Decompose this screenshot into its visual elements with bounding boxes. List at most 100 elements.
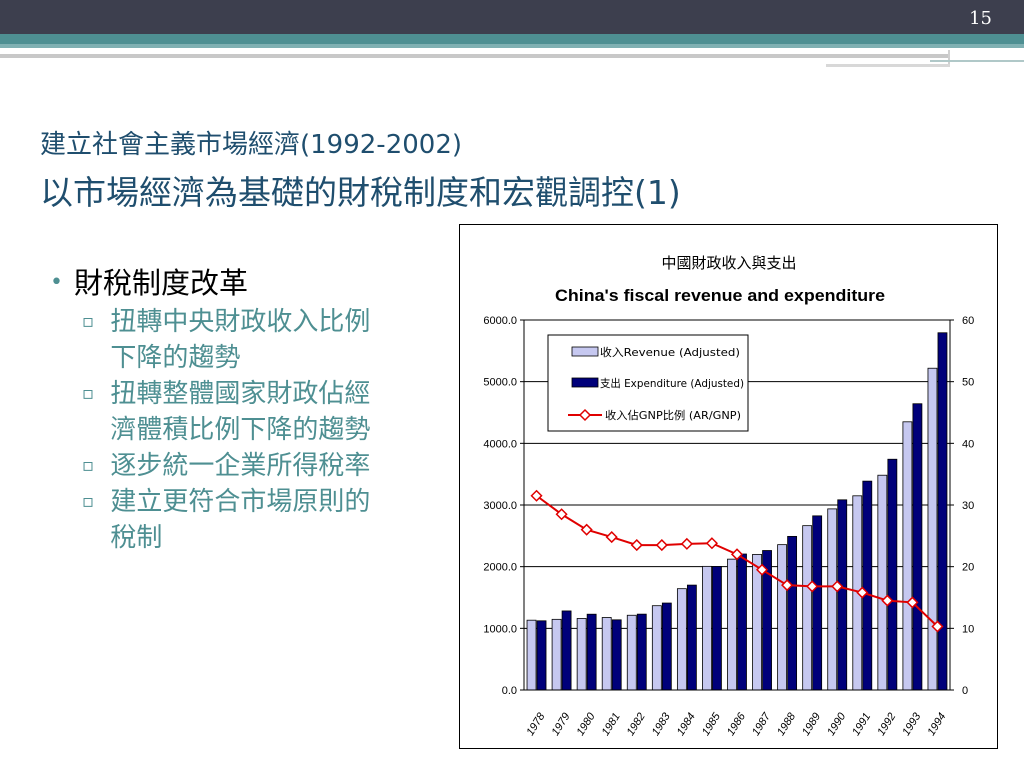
bullet-list: • 財稅制度改革 ▫ 扭轉中央財政收入比例 下降的趨勢 ▫ 扭轉整體國家財政佔經濟… bbox=[50, 262, 470, 556]
x-tick-label: 1984 bbox=[675, 711, 698, 738]
legend-label-expenditure: 支出 Expenditure (Adjusted) bbox=[600, 376, 744, 390]
x-tick-label: 1991 bbox=[850, 711, 873, 738]
sub-bullet-text: 扭轉整體國家財政佔經 濟體積比例下降的趨勢 bbox=[110, 379, 371, 445]
legend-swatch-expenditure bbox=[571, 377, 599, 388]
bar-revenue bbox=[802, 525, 813, 691]
bar-expenditure bbox=[686, 584, 697, 691]
x-tick-label: 1987 bbox=[750, 710, 774, 738]
x-tick-label: 1992 bbox=[875, 711, 898, 738]
bar-revenue bbox=[601, 617, 612, 691]
x-tick-label: 1978 bbox=[524, 710, 548, 738]
bar-expenditure bbox=[837, 499, 848, 691]
divider-line-right bbox=[930, 60, 1024, 62]
x-tick-label: 1980 bbox=[575, 710, 599, 738]
page-number: 15 bbox=[969, 8, 992, 29]
bar-expenditure bbox=[862, 480, 873, 691]
accent-bar bbox=[0, 34, 1024, 44]
point-ar-gnp bbox=[580, 523, 593, 536]
y-left-tick-label: 5000.0 bbox=[483, 377, 517, 389]
legend-swatch-revenue bbox=[571, 346, 599, 357]
point-ar-gnp bbox=[530, 489, 543, 502]
x-tick-label: 1983 bbox=[650, 710, 674, 738]
bar-revenue bbox=[576, 618, 587, 691]
point-ar-gnp bbox=[630, 539, 643, 552]
point-ar-gnp bbox=[831, 580, 844, 593]
point-ar-gnp bbox=[856, 586, 869, 599]
bar-revenue bbox=[827, 508, 838, 691]
bar-revenue bbox=[777, 544, 788, 691]
x-tick-label: 1986 bbox=[725, 710, 749, 738]
sub-bullet-text: 扭轉中央財政收入比例 下降的趨勢 bbox=[110, 307, 371, 373]
legend-label-ar-gnp: 收入佔GNP比例 (AR/GNP) bbox=[605, 408, 741, 422]
x-tick-label: 1989 bbox=[800, 711, 823, 738]
bar-expenditure bbox=[661, 602, 672, 691]
bar-revenue bbox=[702, 565, 712, 691]
bar-revenue bbox=[877, 474, 888, 691]
point-ar-gnp bbox=[931, 620, 944, 633]
slide-title-line1: 建立社會主義市場經濟(1992-2002) bbox=[40, 130, 463, 160]
x-tick-label: 1985 bbox=[700, 710, 724, 738]
sub-bullet-text: 逐步統一企業所得稅率 bbox=[110, 451, 371, 481]
square-bullet-icon: ▫ bbox=[82, 311, 95, 332]
y-right-tick-label: 30 bbox=[962, 500, 974, 512]
point-ar-gnp bbox=[680, 537, 693, 550]
y-left-tick-label: 2000.0 bbox=[483, 562, 517, 574]
legend-label-revenue: 收入Revenue (Adjusted) bbox=[600, 345, 740, 359]
square-bullet-icon: ▫ bbox=[82, 455, 95, 476]
y-left-tick-label: 4000.0 bbox=[483, 438, 517, 450]
y-right-tick-label: 50 bbox=[962, 377, 974, 389]
bullet-main-text: 財稅制度改革 bbox=[74, 266, 249, 300]
slide-title-line2: 以市場經濟為基礎的財稅制度和宏觀調控(1) bbox=[40, 173, 681, 212]
line-ar-gnp bbox=[535, 494, 939, 628]
bar-expenditure bbox=[536, 620, 547, 691]
bar-revenue bbox=[727, 558, 737, 691]
y-right-tick-label: 0 bbox=[962, 685, 968, 697]
point-ar-gnp bbox=[906, 596, 919, 609]
y-left-tick-label: 0.0 bbox=[502, 685, 517, 697]
point-ar-gnp bbox=[655, 539, 668, 552]
point-ar-gnp bbox=[806, 580, 819, 593]
divider-line bbox=[0, 54, 948, 58]
chart-title: 中國財政收入與支出 bbox=[661, 254, 796, 272]
point-ar-gnp bbox=[881, 594, 894, 607]
y-right-tick-label: 10 bbox=[962, 623, 974, 635]
square-bullet-icon: ▫ bbox=[82, 383, 95, 404]
x-tick-label: 1979 bbox=[549, 711, 572, 738]
bar-expenditure bbox=[712, 566, 722, 691]
bullet-main: • 財稅制度改革 bbox=[50, 262, 470, 304]
bar-expenditure bbox=[561, 610, 572, 691]
sub-bullet: ▫ 扭轉中央財政收入比例 下降的趨勢 bbox=[82, 304, 470, 376]
bar-expenditure bbox=[737, 553, 747, 691]
fiscal-chart: 中國財政收入與支出 China's fiscal revenue and expe… bbox=[483, 254, 974, 738]
chart-panel: 中國財政收入與支出 China's fiscal revenue and expe… bbox=[459, 224, 998, 749]
point-ar-gnp bbox=[605, 531, 618, 544]
y-right-tick-label: 20 bbox=[962, 562, 974, 574]
y-right-tick-label: 40 bbox=[962, 438, 974, 450]
bar-expenditure bbox=[887, 458, 898, 691]
x-tick-label: 1988 bbox=[775, 710, 799, 738]
chart-subtitle: China's fiscal revenue and expenditure bbox=[555, 286, 885, 305]
bar-revenue bbox=[526, 619, 537, 691]
bar-revenue bbox=[651, 605, 662, 691]
x-tick-label: 1982 bbox=[625, 711, 648, 738]
divider-tick bbox=[948, 50, 950, 66]
bar-expenditure bbox=[636, 613, 647, 691]
bar-revenue bbox=[626, 614, 637, 691]
bar-revenue bbox=[676, 588, 687, 691]
bar-expenditure bbox=[586, 613, 597, 691]
square-bullet-icon: ▫ bbox=[82, 491, 95, 512]
x-tick-label: 1990 bbox=[825, 710, 849, 738]
point-ar-gnp bbox=[755, 563, 769, 576]
y-left-tick-label: 1000.0 bbox=[483, 623, 517, 635]
sub-bullet-text: 建立更符合市場原則的 稅制 bbox=[110, 487, 371, 553]
bar-expenditure bbox=[937, 332, 948, 691]
point-ar-gnp bbox=[730, 548, 744, 561]
y-right-tick-label: 60 bbox=[962, 315, 974, 327]
bar-revenue bbox=[902, 421, 913, 691]
bar-expenditure bbox=[787, 535, 798, 691]
sub-bullet: ▫ 扭轉整體國家財政佔經 濟體積比例下降的趨勢 bbox=[82, 376, 470, 448]
bar-revenue bbox=[927, 367, 938, 691]
point-ar-gnp bbox=[781, 579, 794, 592]
point-ar-gnp bbox=[555, 508, 568, 521]
sub-bullet: ▫ 逐步統一企業所得稅率 bbox=[82, 448, 470, 484]
